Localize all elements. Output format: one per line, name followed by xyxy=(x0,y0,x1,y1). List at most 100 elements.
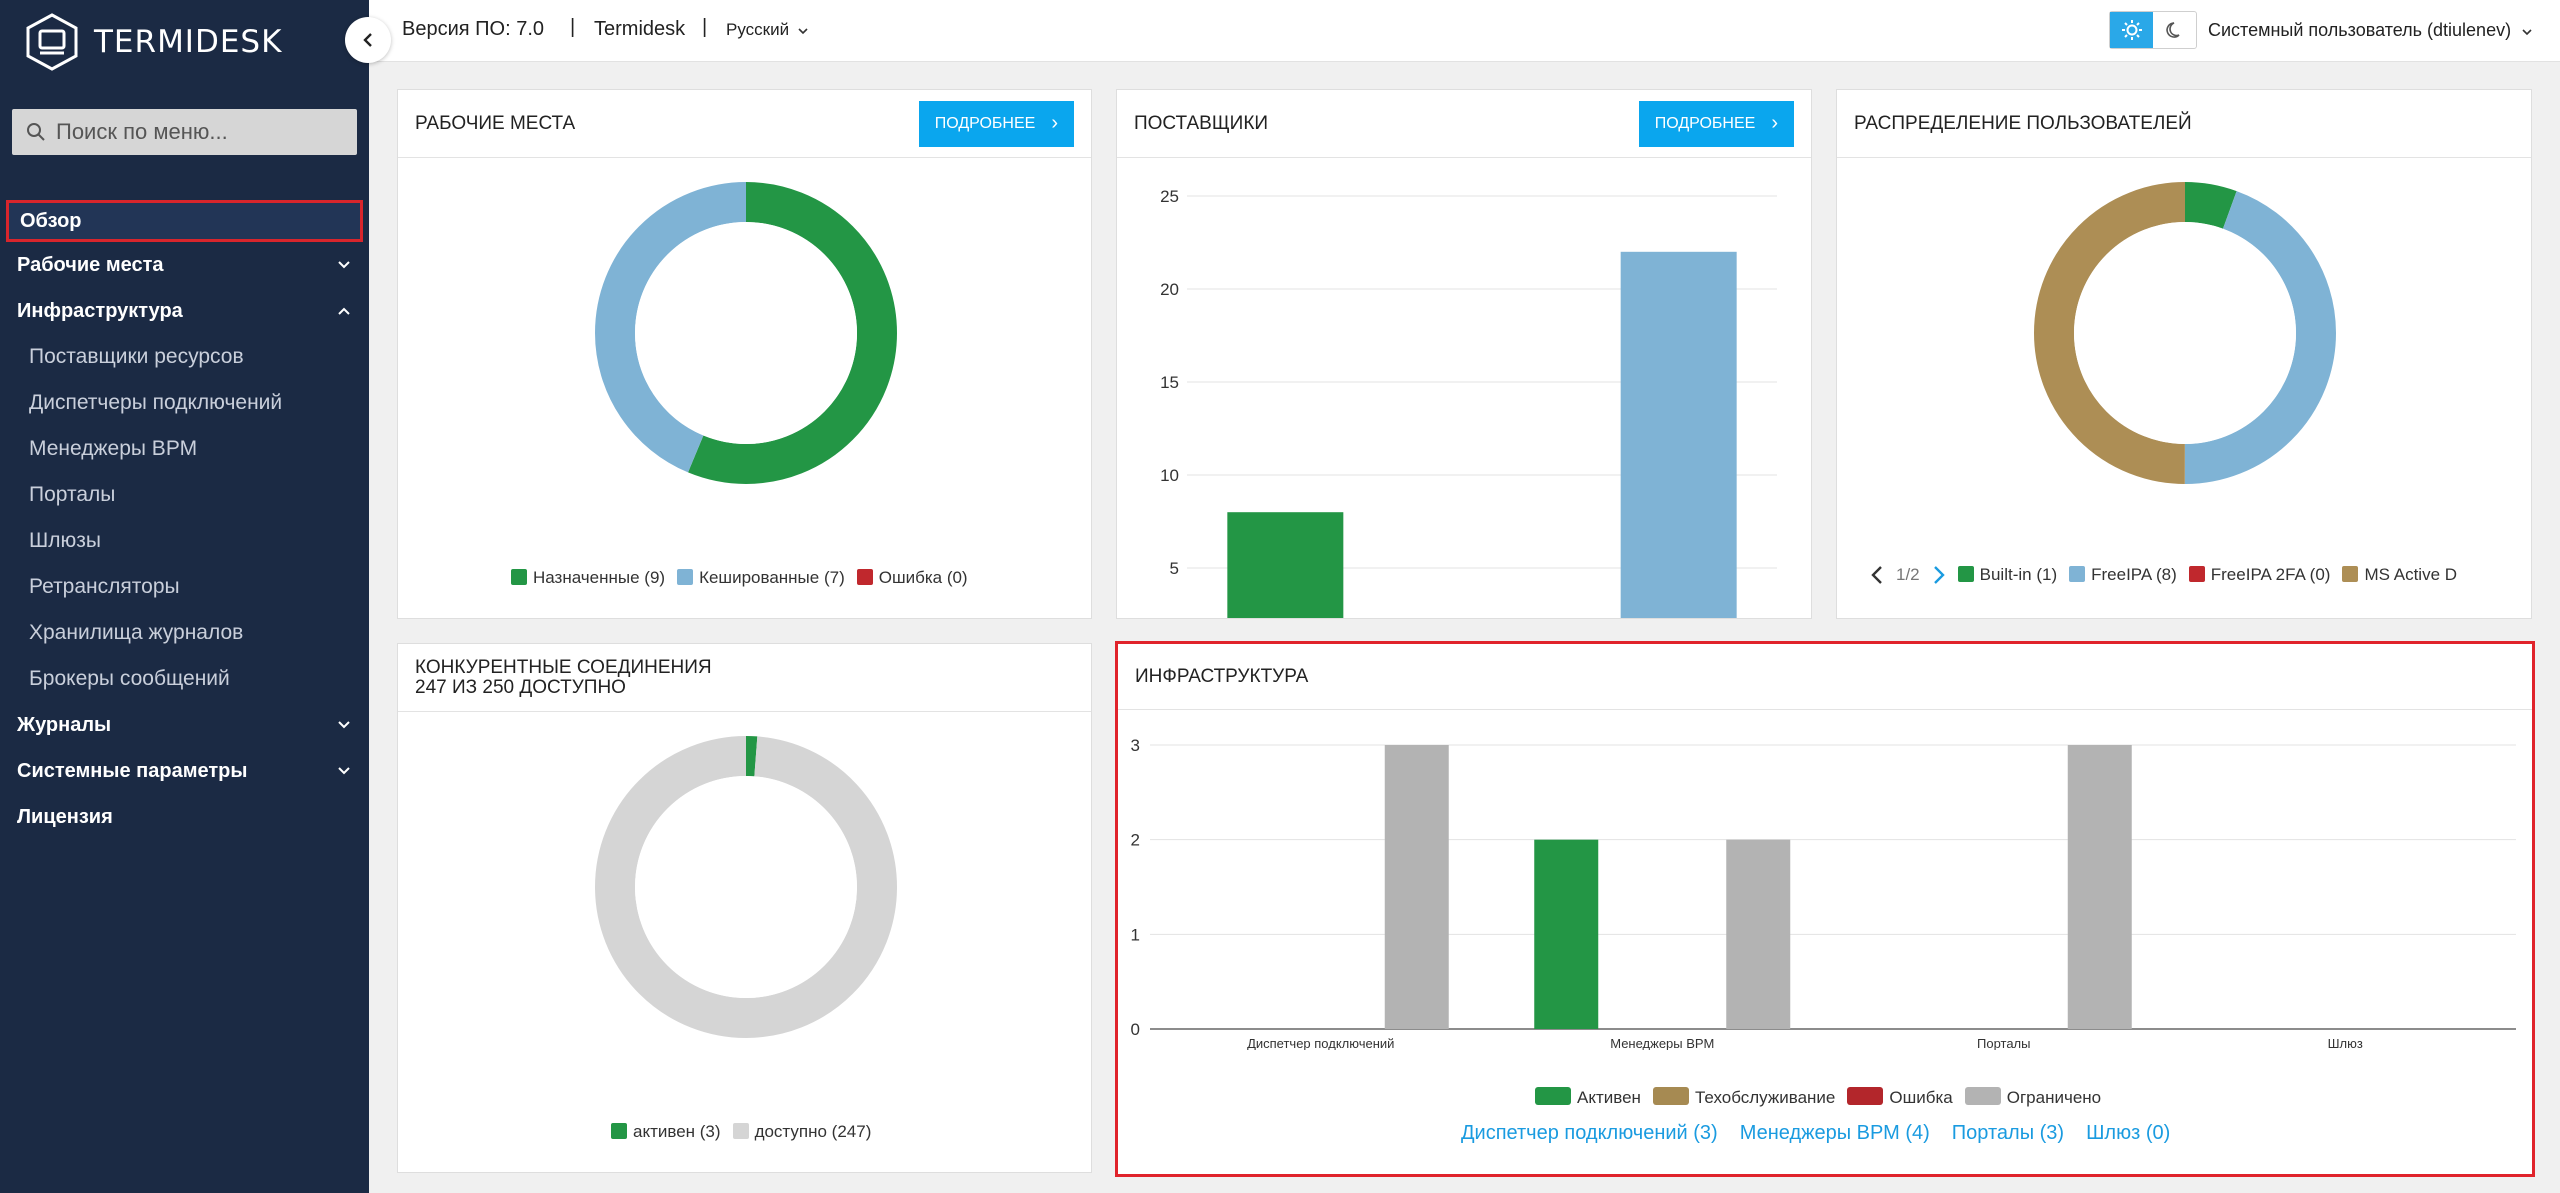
infrastructure-bar-chart: 0 1 2 3 Диспетчер подключений Менеджеры ВРМ По… xyxy=(1131,736,2516,1050)
button-label: ПОДРОБНЕЕ xyxy=(1654,114,1756,132)
dark-theme-button[interactable] xyxy=(2153,12,2196,48)
donut-hole xyxy=(2074,222,2296,444)
legend-item-cached[interactable]: Кешированные (7) xyxy=(677,568,845,588)
language-value: Русский xyxy=(726,20,790,39)
sidebar-item-label: Ретрансляторы xyxy=(29,575,180,598)
bar xyxy=(1384,745,1449,1029)
title-line: КОНКУРЕНТНЫЕ СОЕДИНЕНИЯ xyxy=(415,656,712,678)
sidebar-item-label: Поставщики ресурсов xyxy=(29,345,244,368)
card-title: РАБОЧИЕ МЕСТА xyxy=(415,112,576,134)
sidebar-item-label: Хранилища журналов xyxy=(29,621,244,644)
y-tick-label: 0 xyxy=(1131,1020,1140,1039)
workplaces-details-button[interactable]: ПОДРОБНЕЕ › xyxy=(918,100,1074,147)
sidebar-item-gateways[interactable]: Шлюзы xyxy=(0,518,369,564)
y-tick-label: 15 xyxy=(1160,373,1179,392)
title-line: 247 ИЗ 250 ДОСТУПНО xyxy=(415,676,626,698)
card-header: РАСПРЕДЕЛЕНИЕ ПОЛЬЗОВАТЕЛЕЙ xyxy=(1837,90,2531,158)
sidebar-item-infrastructure[interactable]: Инфраструктура xyxy=(0,288,369,334)
providers-details-button[interactable]: ПОДРОБНЕЕ › xyxy=(1638,100,1794,147)
card-title: РАСПРЕДЕЛЕНИЕ ПОЛЬЗОВАТЕЛЕЙ xyxy=(1854,112,2192,134)
search-input[interactable] xyxy=(56,119,346,145)
donut-slice xyxy=(2034,182,2336,484)
sidebar-item-message-brokers[interactable]: Брокеры сообщений xyxy=(0,656,369,702)
legend-item-freeipa-2fa[interactable]: FreeIPA 2FA (0) xyxy=(2188,565,2330,585)
sidebar-item-label: Шлюзы xyxy=(29,529,101,552)
brand-logo[interactable]: TERMIDESK xyxy=(26,13,282,71)
sidebar-collapse-button[interactable] xyxy=(345,17,391,63)
legend-item-active[interactable]: активен (3) xyxy=(611,1122,721,1142)
sidebar-item-resource-providers[interactable]: Поставщики ресурсов xyxy=(0,334,369,380)
legend-item-assigned[interactable]: Назначенные (9) xyxy=(511,568,665,588)
version-label: Версия ПО: 7.0 xyxy=(402,18,544,40)
connections-legend: активен (3) доступно (247) xyxy=(611,1122,871,1142)
legend-item-active[interactable]: Активен xyxy=(1535,1087,1641,1108)
light-theme-button[interactable] xyxy=(2110,12,2153,48)
bar xyxy=(1534,839,1599,1029)
user-menu[interactable]: Системный пользователь (dtiulenev) xyxy=(2208,20,2532,41)
legend-item-freeipa[interactable]: FreeIPA (8) xyxy=(2069,565,2177,585)
sun-icon xyxy=(2121,20,2142,40)
legend-item-error[interactable]: Ошибка xyxy=(1847,1087,1953,1108)
connections-donut-chart xyxy=(595,736,897,1038)
x-tick-label: Диспетчер подключений xyxy=(1247,1036,1394,1050)
menu-search[interactable] xyxy=(12,109,357,155)
theme-toggle[interactable] xyxy=(2109,11,2197,49)
donut-slice xyxy=(595,182,897,484)
legend-item-maintenance[interactable]: Техобслуживание xyxy=(1652,1087,1835,1108)
search-icon xyxy=(27,123,45,141)
chevron-down-icon xyxy=(338,721,350,729)
card-title: КОНКУРЕНТНЫЕ СОЕДИНЕНИЯ 247 ИЗ 250 ДОСТУ… xyxy=(415,656,712,698)
infrastructure-card: ИНФРАСТРУКТУРА 0 1 2 3 Диспетчер подключений… xyxy=(1115,641,2535,1177)
divider: | xyxy=(570,16,576,38)
sidebar-item-logs[interactable]: Журналы xyxy=(0,702,369,748)
donut-hole xyxy=(635,222,857,444)
link-vdi-managers[interactable]: Менеджеры ВРМ (4) xyxy=(1739,1122,1930,1144)
link-connection-dispatcher[interactable]: Диспетчер подключений (3) xyxy=(1461,1122,1718,1144)
sidebar-item-label: Лицензия xyxy=(17,805,113,828)
chevron-left-icon[interactable] xyxy=(1870,564,1884,586)
bar xyxy=(1726,839,1791,1029)
providers-bar-chart: 0510152025АктивныеТехобслуживаниеШаблоны xyxy=(1160,187,1777,618)
sidebar-item-label: Журналы xyxy=(17,713,112,736)
legend-item-builtin[interactable]: Built-in (1) xyxy=(1957,565,2057,585)
sidebar-item-connection-dispatchers[interactable]: Диспетчеры подключений xyxy=(0,380,369,426)
y-tick-label: 25 xyxy=(1160,187,1179,206)
sidebar-menu: Обзор Рабочие места Инфраструктура Поста… xyxy=(0,200,369,840)
sidebar-item-label: Диспетчеры подключений xyxy=(29,391,283,414)
sidebar-item-license[interactable]: Лицензия xyxy=(0,794,369,840)
language-select[interactable]: Русский xyxy=(726,20,808,40)
chevron-up-icon xyxy=(338,307,350,315)
sidebar-item-label: Инфраструктура xyxy=(17,299,183,322)
user-name: Системный пользователь (dtiulenev) xyxy=(2208,20,2512,40)
card-header: ПОСТАВЩИКИ ПОДРОБНЕЕ › xyxy=(1117,90,1811,158)
sidebar-item-workplaces[interactable]: Рабочие места xyxy=(0,242,369,288)
x-tick-label: Шлюз xyxy=(2328,1036,2363,1050)
sidebar-item-log-storages[interactable]: Хранилища журналов xyxy=(0,610,369,656)
sidebar-item-label: Системные параметры xyxy=(17,759,248,782)
sidebar-item-label: Рабочие места xyxy=(17,253,164,276)
link-gateway[interactable]: Шлюз (0) xyxy=(2086,1122,2171,1144)
legend-fade xyxy=(2467,558,2507,592)
card-header: РАБОЧИЕ МЕСТА ПОДРОБНЕЕ › xyxy=(398,90,1091,158)
sidebar-item-label: Брокеры сообщений xyxy=(29,667,230,690)
link-portals[interactable]: Порталы (3) xyxy=(1951,1122,2065,1144)
x-tick-label: Менеджеры ВРМ xyxy=(1610,1036,1714,1050)
topbar: Версия ПО: 7.0 | Termidesk | Русский Сис… xyxy=(369,0,2560,62)
user-distribution-donut-chart xyxy=(2034,182,2336,484)
legend-item-ms-active-directory[interactable]: MS Active D xyxy=(2342,565,2457,585)
sidebar-item-vdi-managers[interactable]: Менеджеры ВРМ xyxy=(0,426,369,472)
chevron-down-icon xyxy=(798,28,808,35)
donut-slice xyxy=(2034,182,2336,484)
card-title: ПОСТАВЩИКИ xyxy=(1134,112,1269,134)
card-header: ИНФРАСТРУКТУРА xyxy=(1118,644,2532,710)
legend-item-available[interactable]: доступно (247) xyxy=(732,1122,871,1142)
sidebar-item-relays[interactable]: Ретрансляторы xyxy=(0,564,369,610)
sidebar-item-system-settings[interactable]: Системные параметры xyxy=(0,748,369,794)
bar xyxy=(2067,745,2132,1029)
sidebar-item-portals[interactable]: Порталы xyxy=(0,472,369,518)
legend-item-limited[interactable]: Ограничено xyxy=(1964,1087,2101,1108)
sidebar-item-overview[interactable]: Обзор xyxy=(6,200,363,242)
legend-item-error[interactable]: Ошибка (0) xyxy=(856,568,968,588)
chevron-right-icon[interactable] xyxy=(1932,564,1946,586)
legend-pager: 1/2 xyxy=(1896,565,1920,584)
